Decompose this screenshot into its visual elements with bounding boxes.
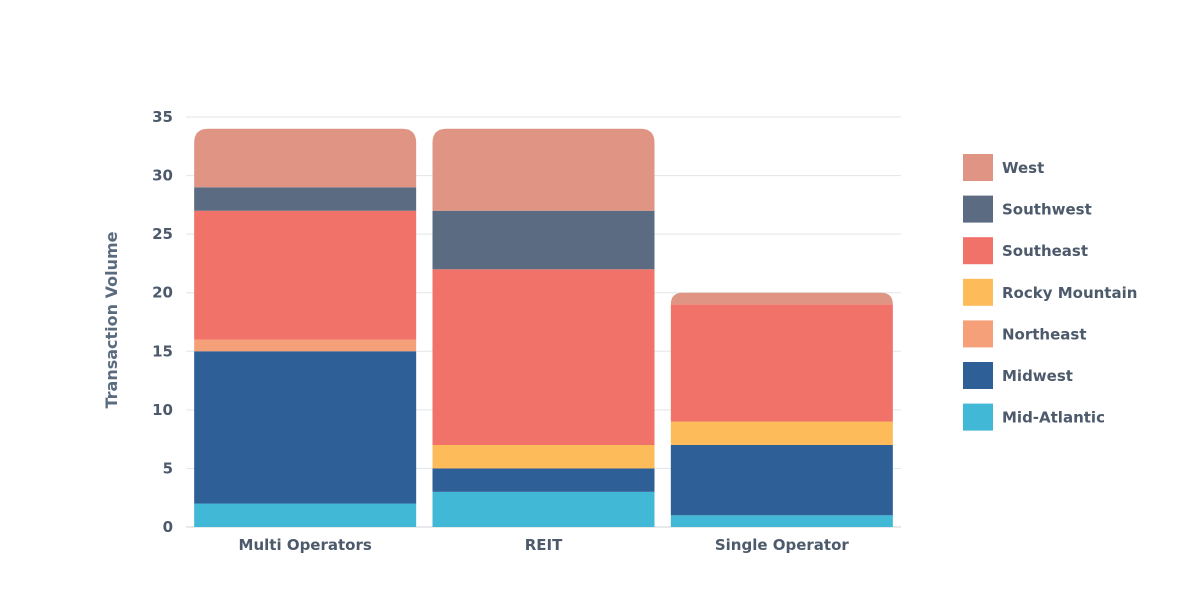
bar-segment-mid-atlantic	[670, 515, 893, 527]
x-category-label: REIT	[525, 536, 563, 554]
bar-segment-rocky-mountain	[432, 445, 655, 469]
y-axis-ticks: 0 5 10 15 20 25 30 35	[152, 108, 173, 536]
legend-swatch	[963, 278, 993, 306]
y-tick-label: 20	[152, 284, 173, 302]
legend-label: Southeast	[1002, 242, 1088, 260]
x-category-label: Multi Operators	[239, 536, 372, 554]
y-tick-label: 25	[152, 225, 173, 243]
legend: West Southwest Southeast Rocky Mountain Nort…	[963, 154, 1137, 431]
y-tick-label: 35	[152, 108, 173, 126]
bar-segment-northeast	[194, 339, 417, 352]
legend-item-southwest[interactable]: Southwest	[963, 195, 1092, 223]
y-tick-label: 10	[152, 401, 173, 419]
legend-item-midwest[interactable]: Midwest	[963, 362, 1073, 389]
legend-item-west[interactable]: West	[963, 154, 1044, 181]
bar-segment-southeast	[670, 304, 893, 422]
bar-segment-mid-atlantic	[432, 491, 655, 527]
bar-segment-mid-atlantic	[194, 503, 417, 527]
legend-item-northeast[interactable]: Northeast	[963, 320, 1087, 348]
legend-swatch	[963, 320, 993, 348]
legend-swatch	[963, 237, 993, 265]
legend-swatch	[963, 154, 993, 181]
legend-swatch	[963, 403, 993, 431]
y-tick-label: 30	[152, 167, 173, 185]
bar-segment-southwest	[432, 210, 655, 270]
legend-label: Mid-Atlantic	[1002, 409, 1105, 427]
legend-swatch	[963, 362, 993, 389]
bar-segment-southeast	[432, 269, 655, 445]
bars	[194, 128, 893, 527]
legend-swatch	[963, 195, 993, 223]
bar-segment-midwest	[194, 351, 417, 504]
bar-segment-midwest	[432, 468, 655, 492]
legend-label: Rocky Mountain	[1002, 284, 1137, 302]
bar-segment-west	[670, 292, 893, 305]
y-tick-label: 15	[152, 342, 173, 360]
legend-item-mid-atlantic[interactable]: Mid-Atlantic	[963, 403, 1105, 431]
x-category-label: Single Operator	[715, 536, 850, 554]
y-tick-label: 5	[163, 459, 173, 477]
legend-item-southeast[interactable]: Southeast	[963, 237, 1088, 265]
legend-label: Midwest	[1002, 367, 1073, 385]
legend-label: West	[1002, 159, 1044, 177]
y-axis-title: Transaction Volume	[102, 231, 121, 408]
bar-segment-southwest	[194, 187, 417, 211]
bar-segment-rocky-mountain	[670, 421, 893, 445]
y-tick-label: 0	[163, 518, 173, 536]
legend-label: Northeast	[1002, 325, 1087, 343]
legend-item-rocky-mountain[interactable]: Rocky Mountain	[963, 278, 1137, 306]
bar-segment-midwest	[670, 445, 893, 516]
bar-segment-west	[194, 128, 417, 188]
x-axis-categories: Multi Operators REIT Single Operator	[239, 536, 850, 554]
bar-segment-southeast	[194, 210, 417, 340]
legend-label: Southwest	[1002, 201, 1092, 219]
bar-segment-west	[432, 128, 655, 211]
